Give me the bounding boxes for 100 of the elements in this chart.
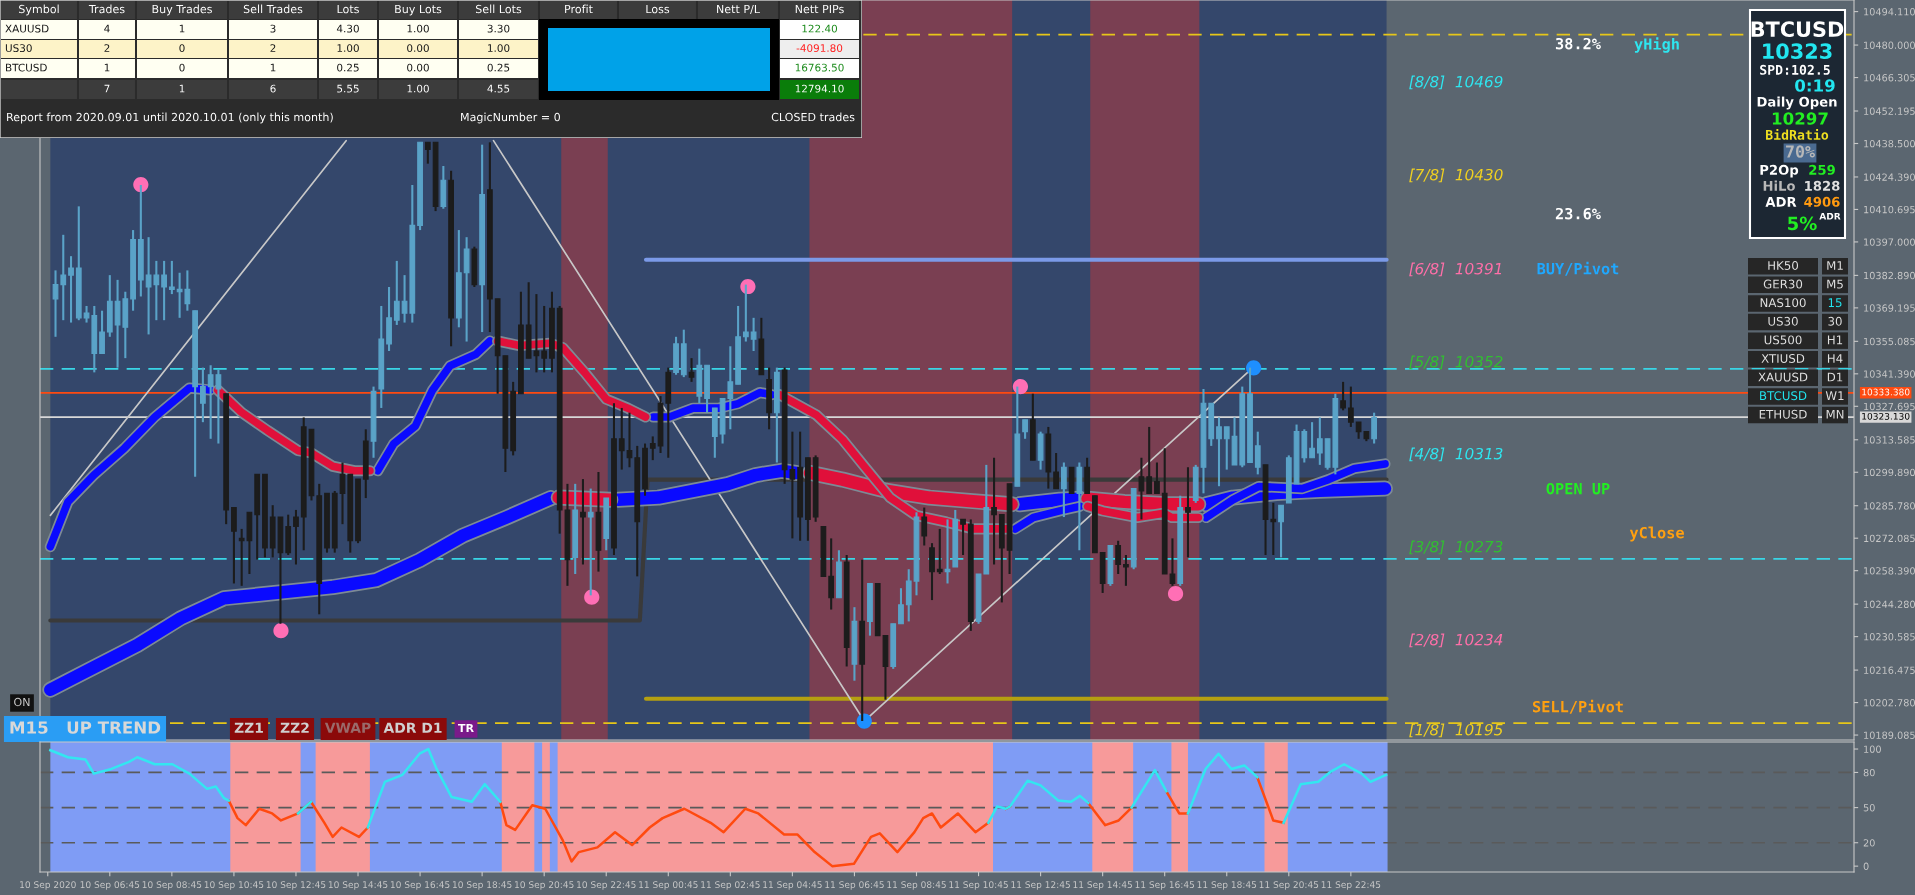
text: M5 xyxy=(1827,279,1843,289)
y-tick-label: 10244.280 xyxy=(1864,600,1915,608)
annotation: ADR xyxy=(1819,212,1841,220)
text: 0.00 xyxy=(407,63,429,72)
annotation: [4/8] 10313 xyxy=(1409,447,1503,462)
text: US30 xyxy=(1768,316,1798,326)
text: 1.00 xyxy=(407,84,429,93)
text: H1 xyxy=(1827,335,1843,345)
candlestick xyxy=(1154,461,1160,495)
y-tick-label: 10327.695 xyxy=(1864,402,1915,411)
candlestick xyxy=(649,435,656,462)
candlestick xyxy=(68,255,74,324)
annotation: MagicNumber = 0 xyxy=(461,112,560,124)
annotation: BidRatio xyxy=(1766,128,1829,140)
annotation: 10323 xyxy=(1763,43,1832,60)
annotation: Report from 2020.09.01 until 2020.10.01 (only this month) xyxy=(7,112,333,124)
text: 2 xyxy=(270,44,276,52)
y-tick-label: 10410.695 xyxy=(1864,205,1915,214)
y-tick-label: 10313.585 xyxy=(1864,436,1915,444)
annotation: 70% xyxy=(1786,145,1815,158)
annotation: [1/8] 10195 xyxy=(1409,723,1503,738)
annotation: ZZ2 xyxy=(280,722,309,733)
x-tick-label: 10 Sep 2020 xyxy=(20,881,76,890)
text: 2 xyxy=(104,44,110,52)
annotation: 0:19 xyxy=(1795,79,1835,92)
text: 12794.10 xyxy=(795,84,844,93)
annotation: [8/8] 10469 xyxy=(1409,75,1503,90)
candlestick xyxy=(60,233,67,322)
candlestick xyxy=(936,527,943,576)
x-tick-label: 10 Sep 20:45 xyxy=(515,881,574,890)
category-label: Sell Lots xyxy=(475,4,522,14)
y-tick-label: 10285.780 xyxy=(1864,502,1915,510)
text: 1.00 xyxy=(337,44,359,53)
candlestick xyxy=(1316,416,1323,466)
y-tick-label: 80 xyxy=(1863,768,1875,777)
candlestick xyxy=(587,487,594,597)
candlestick xyxy=(1340,380,1346,412)
candlestick xyxy=(200,366,206,424)
x-tick-label: 11 Sep 14:45 xyxy=(1073,881,1132,890)
text: -4091.80 xyxy=(796,44,843,53)
annotation: VWAP xyxy=(324,722,371,733)
x-tick-label: 10 Sep 14:45 xyxy=(328,881,388,890)
candlestick xyxy=(750,316,757,353)
point xyxy=(584,589,600,605)
x-tick-label: 11 Sep 02:45 xyxy=(701,881,760,890)
x-tick-label: 10 Sep 22:45 xyxy=(577,881,636,890)
point xyxy=(133,176,149,193)
annotation: yHigh xyxy=(1634,37,1679,53)
candlestick xyxy=(1278,504,1284,559)
candlestick xyxy=(1138,456,1145,521)
point xyxy=(273,623,289,639)
text: XAUUSD xyxy=(5,24,49,33)
text: 30 xyxy=(1828,316,1842,326)
candlestick xyxy=(905,568,912,623)
x-tick-label: 11 Sep 16:45 xyxy=(1135,881,1195,890)
candlestick xyxy=(960,518,966,557)
annotation: TR xyxy=(457,723,474,733)
category-label: Sell Trades xyxy=(243,4,303,14)
annotation: 4906 xyxy=(1804,196,1840,207)
y-tick-label: 10369.195 xyxy=(1864,304,1915,312)
annotation: Daily Open xyxy=(1757,96,1837,110)
point xyxy=(1167,586,1184,602)
y-tick-label: 10202.780 xyxy=(1864,699,1915,707)
annotation: P2Op xyxy=(1760,164,1799,178)
text: XTIUSD xyxy=(1761,354,1805,363)
text: US500 xyxy=(1764,335,1802,345)
annotation: 259 xyxy=(1809,164,1835,175)
annotation: SPD:102.5 xyxy=(1760,64,1830,75)
text: 3.30 xyxy=(487,24,510,33)
y-tick-label: 10272.085 xyxy=(1864,534,1915,543)
annotation: BTCUSD xyxy=(1751,21,1844,38)
x-tick-label: 10 Sep 12:45 xyxy=(266,881,326,890)
candlestick xyxy=(168,259,175,296)
y-tick-label: 50 xyxy=(1863,804,1875,812)
annotation: [3/8] 10273 xyxy=(1409,540,1503,555)
text: 0 xyxy=(179,63,185,72)
annotation: ADR xyxy=(1765,197,1797,207)
category-label: Nett PIPs xyxy=(795,4,844,14)
annotation: [5/8] 10352 xyxy=(1409,355,1503,370)
text: M1 xyxy=(1827,261,1843,270)
annotation: 5% xyxy=(1788,216,1817,231)
candlestick xyxy=(1309,421,1315,459)
category-label: Buy Lots xyxy=(395,4,442,16)
y-tick-label: 10452.195 xyxy=(1864,107,1915,115)
text: 5.55 xyxy=(337,84,359,93)
text: 1 xyxy=(104,63,110,72)
candlestick xyxy=(463,236,470,343)
text: W1 xyxy=(1825,391,1844,400)
x-tick-label: 11 Sep 12:45 xyxy=(1011,881,1070,890)
candlestick xyxy=(828,537,835,611)
ref-line-label: 10323.130 xyxy=(1862,412,1910,420)
text: 1.00 xyxy=(407,24,429,33)
text: 122.40 xyxy=(802,24,838,33)
annotation: 1828 xyxy=(1805,180,1840,191)
text: 4.30 xyxy=(336,24,359,33)
y-tick-label: 10480.000 xyxy=(1864,41,1915,49)
x-tick-label: 11 Sep 22:45 xyxy=(1321,881,1381,890)
x-tick-label: 11 Sep 00:45 xyxy=(639,881,698,890)
category-label: Buy Trades xyxy=(152,4,212,16)
text: ETHUSD xyxy=(1759,409,1807,419)
